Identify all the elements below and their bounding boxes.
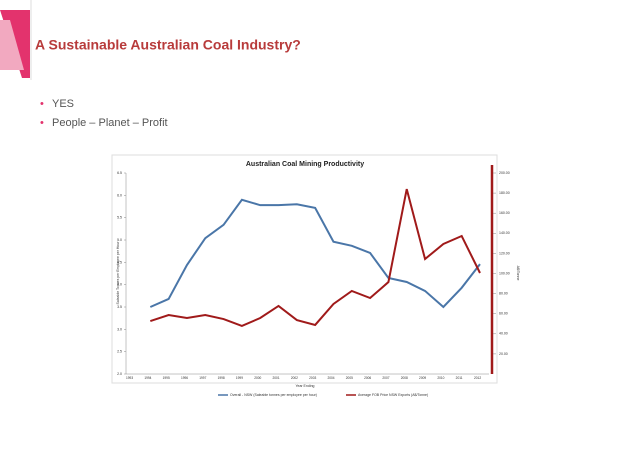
y2-tick-label: 120.00 [499, 251, 510, 255]
x-tick-label: 1995 [163, 376, 170, 380]
y-tick-label: 3.5 [117, 305, 122, 309]
bullet-text: YES [52, 98, 74, 110]
y2-axis-title: A$/Tonne [516, 266, 520, 281]
x-tick-label: 2008 [401, 376, 408, 380]
x-tick-label: 2012 [474, 376, 481, 380]
y-tick-label: 2.0 [117, 372, 122, 376]
chart-title: Australian Coal Mining Productivity [246, 161, 364, 168]
x-tick-label: 1998 [218, 376, 225, 380]
y-tick-label: 6.0 [117, 193, 122, 197]
y-tick-label: 4.0 [117, 283, 122, 287]
y-tick-label: 2.5 [117, 350, 122, 354]
x-tick-label: 2011 [456, 376, 463, 380]
y-tick-label: 5.0 [117, 238, 122, 242]
x-tick-label: 2000 [254, 376, 261, 380]
decoration [0, 20, 24, 70]
y2-tick-label: 160.00 [499, 211, 510, 215]
y2-tick-label: 200.00 [499, 171, 510, 175]
x-tick-label: 2009 [419, 376, 426, 380]
slide-title: A Sustainable Australian Coal Industry? [35, 37, 301, 53]
x-tick-label: 2001 [273, 376, 280, 380]
x-tick-label: 1997 [199, 376, 206, 380]
x-tick-label: 1999 [236, 376, 243, 380]
x-tick-label: 2004 [327, 376, 334, 380]
series-line [149, 198, 481, 309]
x-tick-label: 2003 [309, 376, 316, 380]
y-axis-title: Saleable Tonnes per Employee per Hour [116, 241, 120, 305]
series-line [150, 188, 481, 328]
x-tick-label: 2007 [382, 376, 389, 380]
x-tick-label: 2006 [364, 376, 371, 380]
legend-label: Average FOB Price NSW Exports (A$/Tonne) [358, 393, 428, 397]
x-tick-label: 1994 [144, 376, 151, 380]
y2-tick-label: 180.00 [499, 191, 510, 195]
x-tick-label: 1993 [126, 376, 133, 380]
y2-tick-label: 140.00 [499, 231, 510, 235]
bullet: • [40, 98, 44, 110]
bullet-text: People – Planet – Profit [52, 117, 168, 129]
y2-tick-label: 20.00 [499, 352, 508, 356]
x-tick-label: 2002 [291, 376, 298, 380]
x-tick-label: 2010 [437, 376, 444, 380]
y2-tick-label: 100.00 [499, 271, 510, 275]
y-tick-label: 3.0 [117, 327, 122, 331]
y-tick-label: 4.5 [117, 260, 122, 264]
chart-frame [111, 154, 498, 384]
y-tick-label: 5.5 [117, 216, 122, 220]
x-axis-title: Year Ending [296, 384, 315, 388]
y-tick-label: 6.5 [117, 171, 122, 175]
x-tick-label: 1996 [181, 376, 188, 380]
legend-label: Overall - NSW (Saleable tonnes per emplo… [230, 393, 317, 397]
bullet: • [40, 117, 44, 129]
y2-tick-label: 80.00 [499, 292, 508, 296]
y2-tick-label: 40.00 [499, 332, 508, 336]
y2-tick-label: 60.00 [499, 312, 508, 316]
x-tick-label: 2005 [346, 376, 353, 380]
